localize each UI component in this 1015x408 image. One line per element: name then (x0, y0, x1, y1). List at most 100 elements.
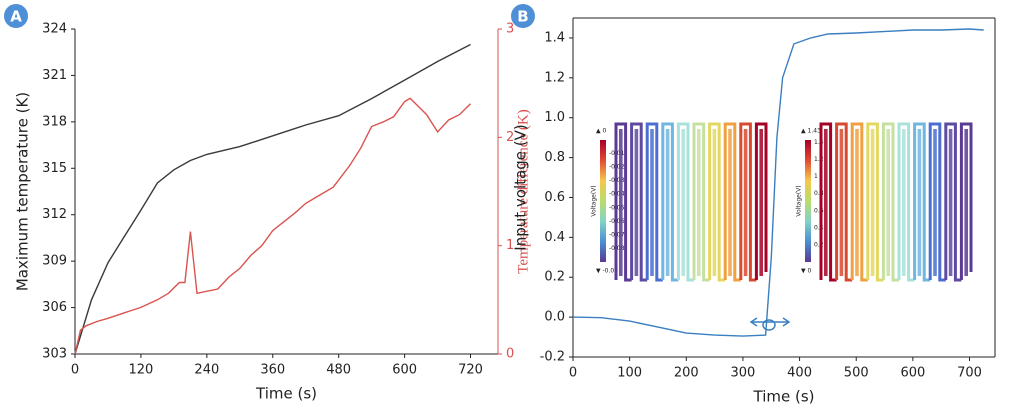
panel-badge (511, 4, 535, 28)
y-tick-label: 309 (42, 254, 67, 269)
channel-link (829, 272, 837, 282)
channel (897, 122, 911, 280)
y-tick-label: 306 (42, 300, 67, 315)
x-tick-label: 360 (260, 363, 285, 378)
channel (743, 129, 748, 276)
channel (692, 122, 706, 280)
channel (650, 129, 654, 276)
y-tick-label: 0.2 (544, 270, 565, 285)
channel-link (875, 272, 884, 282)
channel (630, 122, 643, 280)
colorbar-label: ▲ 1.43 (801, 128, 821, 135)
colorbar (600, 140, 606, 262)
x-tick-label: 0 (569, 366, 577, 381)
channel-link (860, 272, 868, 282)
y-tick-label: 0.4 (544, 230, 565, 245)
y-tick-label: 1.4 (544, 30, 565, 45)
channel (964, 129, 968, 276)
channel-link (844, 272, 853, 282)
x-axis-label: Time (s) (255, 385, 317, 403)
y2-tick-label: 2 (506, 130, 514, 145)
channel (928, 122, 942, 280)
double-arrow (749, 317, 791, 331)
channel (661, 122, 674, 280)
colorbar-title: Voltage(V) (591, 185, 598, 216)
x-tick-label: 720 (458, 363, 483, 378)
x-tick-label: 480 (326, 363, 351, 378)
channel-link (733, 272, 741, 282)
channel (614, 122, 628, 280)
x-tick-label: 700 (957, 366, 982, 381)
y-tick-label: 321 (42, 68, 67, 83)
channel-link (670, 272, 679, 282)
y2-tick-label: 0 (506, 347, 514, 362)
channel-link (702, 272, 710, 282)
channel (708, 122, 721, 280)
channel (902, 129, 906, 276)
y-tick-label: 1.2 (544, 70, 565, 85)
channel (948, 129, 953, 276)
channel-link (922, 272, 931, 282)
y-tick-label: 315 (42, 161, 67, 176)
x-tick-label: 0 (71, 363, 79, 378)
data-line (572, 28, 984, 337)
channel-link (938, 272, 946, 282)
channel (959, 122, 973, 280)
colorbar-title: Voltage(V) (796, 185, 803, 216)
colorbar-label: 0.4 (814, 224, 824, 231)
x-tick-label: 600 (392, 363, 417, 378)
y-axis-label: Input voltage (V) (512, 124, 530, 250)
channel (728, 129, 732, 276)
channel (759, 129, 763, 276)
x-tick-label: 240 (194, 363, 219, 378)
y-tick-label: 312 (42, 207, 67, 222)
channel (665, 129, 670, 276)
channel (676, 122, 690, 280)
panel-label: A (10, 8, 22, 26)
channel-link (717, 272, 726, 282)
channel (835, 122, 848, 280)
data-line (74, 97, 471, 355)
channel-link (655, 272, 663, 282)
x-tick-label: 600 (900, 366, 925, 381)
x-tick-label: 200 (674, 366, 699, 381)
y-tick-label: 0.6 (544, 190, 565, 205)
channel (917, 129, 922, 276)
channel-link (639, 272, 648, 282)
y-axis-label: Maximum temperature (K) (14, 92, 32, 291)
channel (645, 122, 659, 280)
colorbar-label: ▲ 0 (596, 128, 607, 135)
y-tick-label: 0.8 (544, 150, 565, 165)
colorbar-label: ▼ -0.09 (596, 268, 618, 275)
channel (634, 129, 639, 276)
channel (619, 129, 623, 276)
x-axis-label: Time (s) (753, 388, 815, 406)
colorbar-label: 1.4 (814, 139, 824, 146)
channel (944, 122, 957, 280)
channel-link (953, 272, 962, 282)
channel (681, 129, 685, 276)
channel (913, 122, 926, 280)
channel-link (891, 272, 899, 282)
channel (870, 129, 875, 276)
y-tick-label: 318 (42, 114, 67, 129)
channel (824, 129, 828, 276)
colorbar (805, 140, 811, 262)
channel (819, 122, 833, 280)
y2-axis-label: Temperature difference (K) (515, 109, 531, 273)
x-tick-label: 120 (129, 363, 154, 378)
channel (712, 129, 717, 276)
x-tick-label: 500 (844, 366, 869, 381)
channel-link (624, 272, 632, 282)
colorbar-label: ▼ 0 (801, 268, 812, 275)
colorbar-label: 0.8 (814, 190, 824, 197)
x-tick-label: 100 (617, 366, 642, 381)
y-tick-label: 303 (42, 347, 67, 362)
panel-label: B (517, 8, 528, 26)
y2-tick-label: 1 (506, 238, 514, 253)
channel (881, 122, 895, 280)
channel (739, 122, 752, 280)
channel-link (907, 272, 915, 282)
channel (697, 129, 701, 276)
y-tick-label: 324 (42, 22, 67, 37)
